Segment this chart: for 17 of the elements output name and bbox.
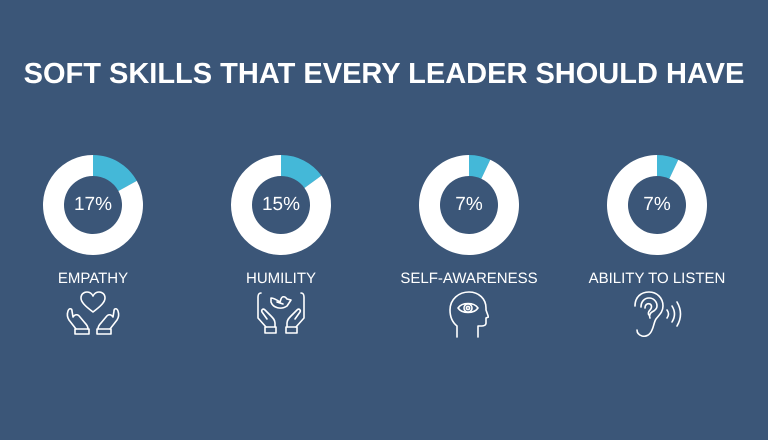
- text: ABILITY TO LISTEN: [588, 270, 726, 287]
- donut-slice: [231, 155, 331, 255]
- donut-slice: [43, 155, 143, 255]
- text: HUMILITY: [246, 270, 316, 287]
- data-label: 15%: [260, 193, 302, 217]
- text: EMPATHY: [58, 270, 128, 287]
- data-label: 7%: [454, 193, 484, 217]
- data-label: 17%: [72, 193, 114, 217]
- donut-slice: [93, 155, 137, 192]
- donut-slice: [607, 155, 707, 255]
- data-label: 7%: [642, 193, 672, 217]
- donut-slice: [419, 155, 519, 255]
- donut-slice: [281, 155, 322, 188]
- donut-slice: [469, 155, 490, 179]
- text: SOFT SKILLS THAT EVERY LEADER SHOULD HAVE: [24, 58, 744, 90]
- text: SELF-AWARENESS: [400, 270, 538, 287]
- donut-slice: [657, 155, 678, 179]
